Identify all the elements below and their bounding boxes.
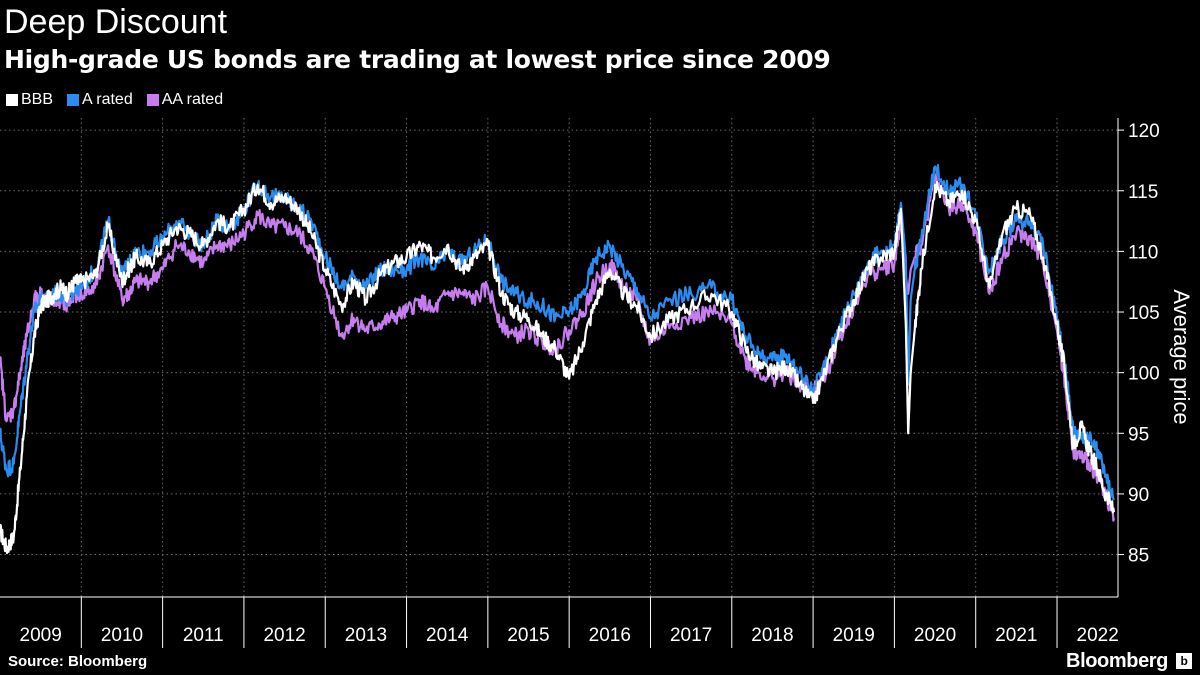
x-tick-label-2014: 2014 <box>426 625 469 646</box>
chart-subtitle: High-grade US bonds are trading at lowes… <box>4 45 831 74</box>
y-tick-label-120: 120 <box>1128 121 1160 142</box>
brand-wordmark: Bloomberg <box>1066 650 1168 672</box>
chart-title: Deep Discount <box>4 3 228 41</box>
y-tick-label-90: 90 <box>1128 485 1149 506</box>
x-tick-label-2017: 2017 <box>670 625 712 646</box>
legend-item-bbb: BBB <box>6 90 53 110</box>
x-tick-label-2013: 2013 <box>345 625 387 646</box>
y-axis-title: Average price <box>1169 289 1194 424</box>
legend-label-a-rated: A rated <box>82 91 133 108</box>
x-tick-label-2020: 2020 <box>914 625 956 646</box>
axes: 85 90 95 100 105 110 115 120 2009 2010 2011 2012 201… <box>0 118 1194 648</box>
y-tick-label-85: 85 <box>1128 546 1149 567</box>
x-tick-label-2016: 2016 <box>589 625 631 646</box>
y-tick-label-95: 95 <box>1128 424 1149 445</box>
series-line-a-rated <box>0 164 1115 501</box>
x-tick-label-2019: 2019 <box>833 625 875 646</box>
legend-label-aa-rated: AA rated <box>161 91 224 108</box>
x-tick-label-2010: 2010 <box>101 625 143 646</box>
legend-item-aa-rated: AA rated <box>146 90 224 110</box>
x-tick-label-2011: 2011 <box>183 625 224 646</box>
x-tick-label-2021: 2021 <box>995 625 1037 646</box>
legend: BBB A rated AA rated <box>6 90 223 110</box>
series-line-bbb <box>0 181 1115 555</box>
bloomberg-logo: Bloomberg b <box>1066 650 1192 672</box>
series-lines <box>0 164 1115 555</box>
y-tick-label-115: 115 <box>1128 182 1158 203</box>
legend-item-a-rated: A rated <box>67 90 133 110</box>
bloomberg-badge-icon: b <box>1176 653 1192 669</box>
x-tick-label-2009: 2009 <box>20 625 62 646</box>
series-line-aa-rated <box>0 173 1115 522</box>
x-tick-label-2022: 2022 <box>1077 625 1119 646</box>
x-tick-label-2018: 2018 <box>751 625 793 646</box>
y-tick-label-105: 105 <box>1128 303 1160 324</box>
legend-swatch-bbb <box>6 94 18 106</box>
x-tick-label-2012: 2012 <box>263 625 305 646</box>
legend-swatch-a-rated <box>67 94 80 106</box>
source-note: Source: Bloomberg <box>8 653 148 670</box>
x-tick-label-2015: 2015 <box>507 625 549 646</box>
y-tick-label-110: 110 <box>1128 242 1158 263</box>
legend-label-bbb: BBB <box>21 91 54 108</box>
gridlines <box>0 118 1118 597</box>
y-tick-label-100: 100 <box>1128 364 1160 385</box>
legend-swatch-aa-rated <box>146 94 159 106</box>
